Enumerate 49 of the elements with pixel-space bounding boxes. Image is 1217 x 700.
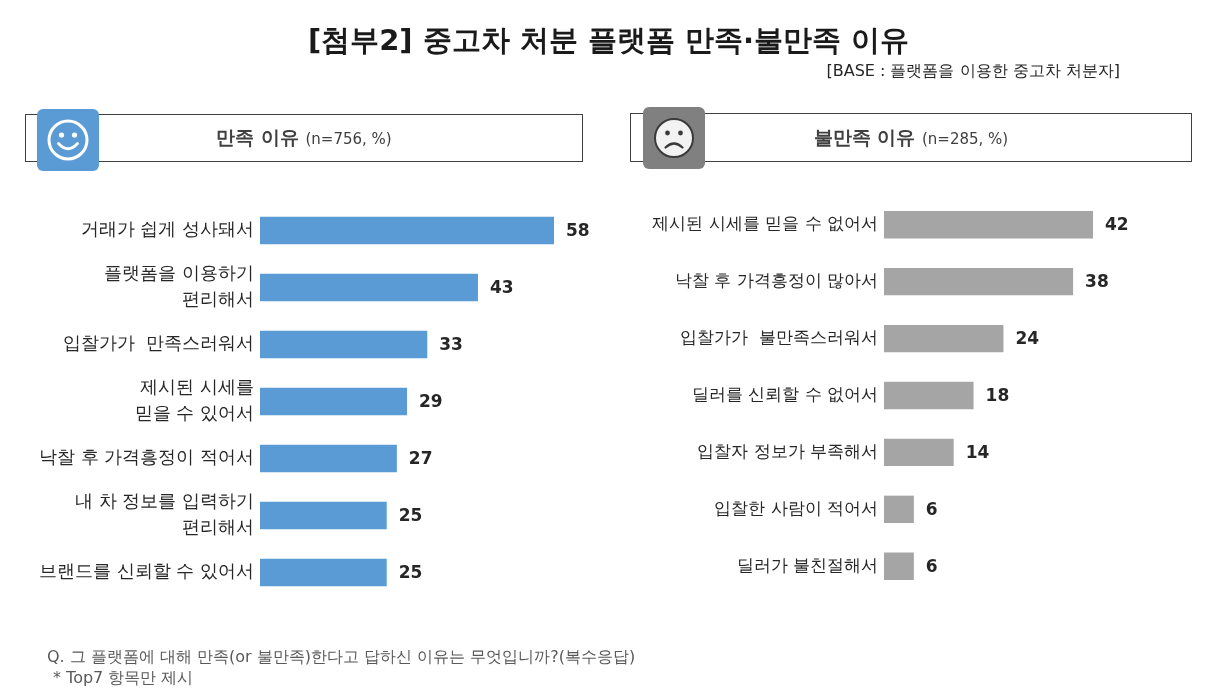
data-label: 25 — [398, 504, 423, 525]
data-label: 58 — [566, 219, 590, 240]
y-tick-label: 제시된 시세를 믿을 수 없어서 — [652, 213, 878, 234]
bar — [884, 438, 954, 467]
text: [BASE : 플랫폼을 이용한 중고차 처분자] — [826, 60, 1120, 82]
text: Q. 그 플랫폼에 대해 만족(or 불만족)한다고 답하신 이유는 무엇입니까?(복수응답) — [47, 646, 636, 668]
data-label: 27 — [408, 447, 433, 468]
header-frame: 불만족 이유 (n=285, %) — [630, 113, 1192, 162]
bar — [260, 273, 478, 302]
y-tick-label: 입찰가가 불만족스러워서 — [680, 327, 878, 348]
y-tick-label: 딜러를 신뢰할 수 없어서 — [691, 383, 878, 404]
data-label: 6 — [925, 498, 938, 519]
text: * Top7 항목만 제시 — [53, 667, 194, 689]
data-label: 43 — [489, 276, 514, 297]
data-label: 6 — [925, 555, 938, 576]
data-label: 42 — [1105, 214, 1129, 235]
data-label: 18 — [985, 384, 1010, 405]
data-label: 25 — [398, 561, 423, 582]
y-tick-label: 딜러가 불친절해서 — [736, 554, 878, 575]
y-tick-label: 입찰자 정보가 부족해서 — [697, 440, 878, 461]
bar — [884, 211, 1093, 239]
y-tick-label: 낙찰 후 가격흥정이 적어서 — [38, 446, 254, 468]
data-label: 33 — [439, 333, 463, 354]
y-tick-label: 낙찰 후 가격흥정이 많아서 — [674, 270, 878, 291]
bar — [884, 381, 974, 410]
bar — [260, 501, 387, 530]
data-label: 14 — [965, 441, 990, 462]
bar — [884, 268, 1074, 296]
chart-title: [첨부2] 중고차 처분 플랫폼 만족·불만족 이유 — [306, 22, 911, 59]
y-tick-label: 플랫폼을 이용하기 편리해서 — [104, 262, 254, 310]
bar — [260, 330, 428, 359]
y-tick-label: 브랜드를 신뢰할 수 있어서 — [38, 560, 254, 582]
bar — [260, 216, 554, 245]
data-label: 24 — [1015, 328, 1040, 349]
chart-subtitle: 만족 이유 (n=756, %) — [216, 126, 392, 148]
data-label: 38 — [1085, 271, 1109, 292]
data-label: 29 — [419, 390, 443, 411]
chart-subtitle: 불만족 이유 (n=285, %) — [813, 125, 1009, 148]
bar — [260, 444, 397, 473]
y-tick-label: 제시된 시세를 믿을 수 있어서 — [134, 376, 254, 424]
bar — [884, 324, 1004, 353]
bar — [260, 558, 387, 587]
bar — [260, 387, 407, 416]
y-tick-label: 내 차 정보를 입력하기 편리해서 — [74, 490, 254, 538]
y-tick-label: 거래가 쉽게 성사돼서 — [80, 218, 254, 240]
y-tick-label: 입찰한 사람이 적어서 — [714, 497, 878, 518]
bar — [884, 552, 914, 580]
y-tick-label: 입찰가가 만족스러워서 — [62, 332, 254, 354]
bar — [884, 495, 914, 523]
